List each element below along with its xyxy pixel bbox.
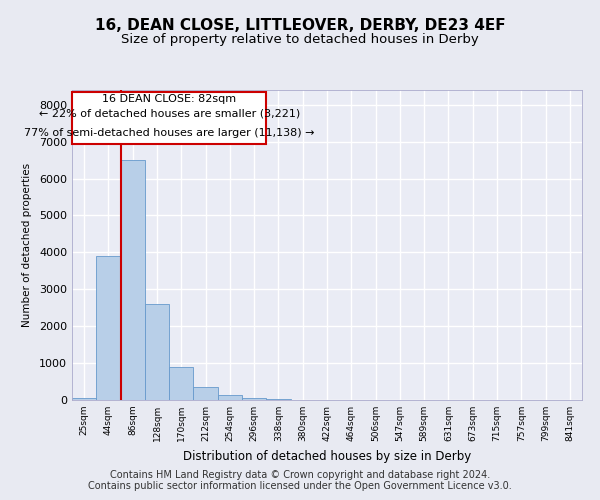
Bar: [193, 387, 218, 400]
Y-axis label: Number of detached properties: Number of detached properties: [22, 163, 32, 327]
Bar: [121, 160, 145, 400]
Bar: [169, 367, 193, 400]
Text: Size of property relative to detached houses in Derby: Size of property relative to detached ho…: [121, 32, 479, 46]
Text: 16 DEAN CLOSE: 82sqm: 16 DEAN CLOSE: 82sqm: [103, 94, 236, 104]
Text: ← 22% of detached houses are smaller (3,221): ← 22% of detached houses are smaller (3,…: [39, 108, 300, 118]
Text: Contains HM Land Registry data © Crown copyright and database right 2024.: Contains HM Land Registry data © Crown c…: [110, 470, 490, 480]
Text: Contains public sector information licensed under the Open Government Licence v3: Contains public sector information licen…: [88, 481, 512, 491]
Text: 77% of semi-detached houses are larger (11,138) →: 77% of semi-detached houses are larger (…: [24, 128, 314, 138]
Bar: [96, 256, 121, 400]
Bar: [72, 398, 96, 400]
Bar: [242, 398, 266, 400]
Bar: [73, 92, 266, 144]
Bar: [218, 395, 242, 400]
Text: 16, DEAN CLOSE, LITTLEOVER, DERBY, DE23 4EF: 16, DEAN CLOSE, LITTLEOVER, DERBY, DE23 …: [95, 18, 505, 32]
Bar: [145, 304, 169, 400]
X-axis label: Distribution of detached houses by size in Derby: Distribution of detached houses by size …: [183, 450, 471, 462]
